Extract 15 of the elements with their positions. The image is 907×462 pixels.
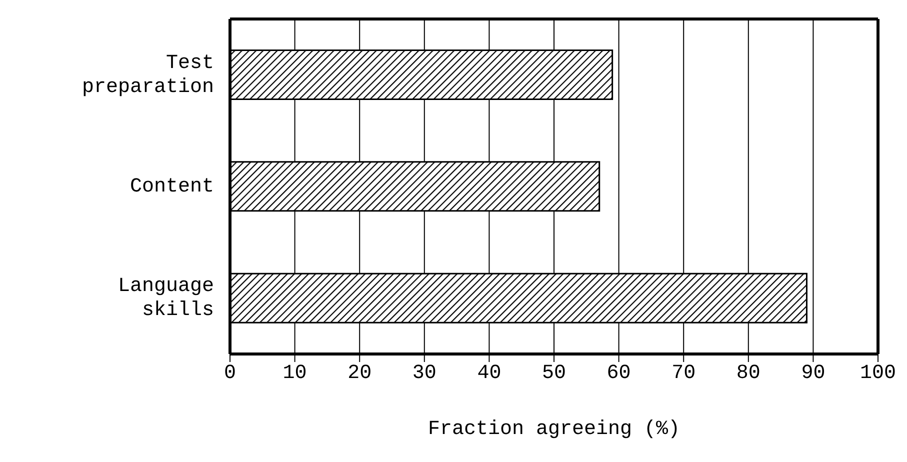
x-tick-label: 30 xyxy=(412,362,436,386)
x-tick-label: 0 xyxy=(224,362,236,386)
x-axis-title: Fraction agreeing (%) xyxy=(428,418,680,441)
y-tick-label: Test preparation xyxy=(82,51,214,98)
x-tick-label: 20 xyxy=(348,362,372,386)
y-tick-label: Content xyxy=(130,175,214,198)
x-tick-label: 60 xyxy=(606,362,631,386)
x-tick-label: 100 xyxy=(860,362,896,386)
x-tick-label: 70 xyxy=(672,362,696,386)
x-tick-label: 10 xyxy=(282,362,307,386)
x-tick-label: 80 xyxy=(736,362,760,386)
x-tick-label: 90 xyxy=(801,362,826,386)
x-tick-label: 40 xyxy=(477,362,502,386)
y-tick-label: Language skills xyxy=(118,274,214,322)
x-tick-label: 50 xyxy=(542,362,566,386)
